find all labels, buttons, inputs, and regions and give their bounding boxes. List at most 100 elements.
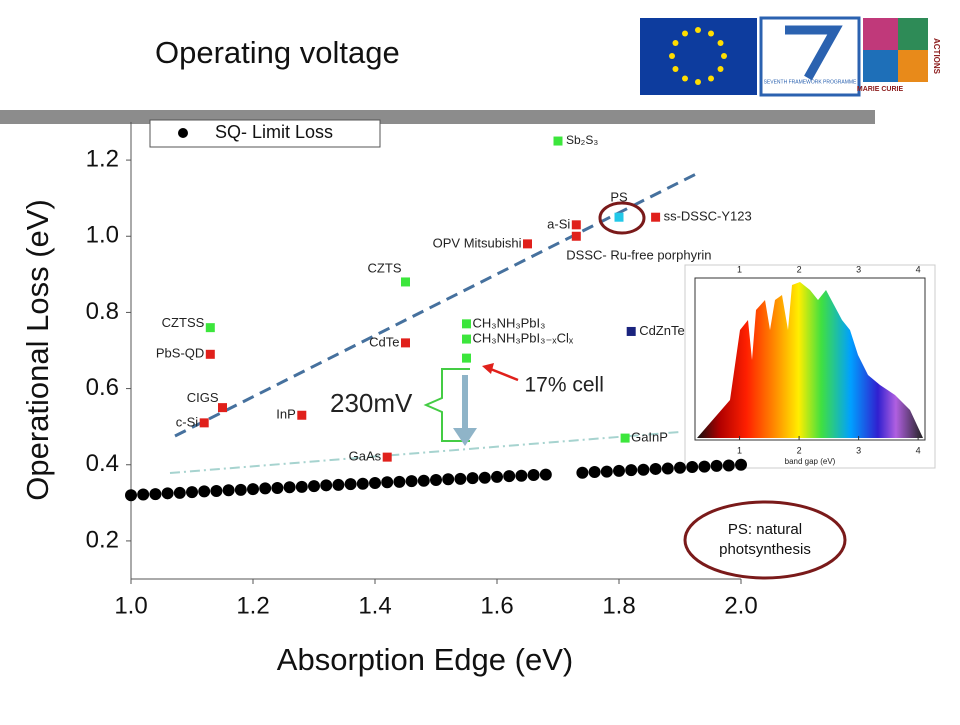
point-label: CdTe (369, 334, 399, 349)
inset-x-label: band gap (eV) (785, 457, 836, 466)
sq-point (173, 486, 186, 499)
sq-point (674, 461, 686, 474)
point (401, 277, 410, 287)
sq-point (393, 475, 406, 488)
point-label: ss-DSSC-Y123 (664, 209, 752, 224)
sq-point (417, 474, 430, 487)
point (297, 410, 307, 420)
sq-point (308, 480, 320, 493)
sq-point (344, 478, 357, 491)
sq-point (576, 466, 589, 479)
eu-star (672, 66, 679, 72)
gap-label: 230mV (330, 388, 413, 418)
point-label: GaAs (349, 449, 382, 464)
point (205, 349, 215, 359)
point (205, 323, 215, 333)
point-label: CdZnTe (639, 323, 685, 338)
eu-star (717, 40, 724, 46)
sq-point (430, 473, 442, 486)
point (462, 353, 471, 363)
inset-tick-label: 2 (797, 445, 802, 455)
point-label: PbS-QD (156, 346, 204, 361)
point-label: OPV Mitsubishi (433, 235, 522, 250)
inset-tick-label: 4 (916, 264, 921, 274)
fp7-text: SEVENTH FRAMEWORK PROGRAMME (764, 79, 857, 85)
sq-point (222, 484, 235, 497)
eu-stars (669, 27, 727, 85)
point (571, 220, 581, 230)
point (553, 136, 563, 146)
sq-point (710, 459, 723, 472)
sq-point (125, 489, 137, 502)
header-bar (0, 110, 875, 124)
point (571, 231, 581, 241)
sq-point (295, 480, 308, 493)
inset-tick-label: 3 (856, 445, 861, 455)
eu-star (717, 66, 724, 72)
mc-tile (863, 50, 898, 82)
inset (684, 264, 936, 469)
point (620, 433, 630, 443)
mc-tile (898, 50, 928, 82)
sq-point (137, 488, 150, 501)
sq-point (332, 478, 345, 491)
sq-point (198, 485, 211, 498)
point (462, 334, 471, 344)
sq-point (637, 463, 650, 476)
x-tick-label: 1.0 (114, 592, 147, 619)
note-text: photsynthesis (719, 541, 811, 558)
point-label: PS (610, 190, 628, 205)
eu-star (695, 27, 701, 33)
sq-point (149, 488, 162, 501)
y-tick-label: 0.8 (86, 298, 119, 325)
sq-point (247, 483, 259, 496)
eu-star (708, 30, 714, 37)
inset-tick-label: 1 (737, 264, 742, 274)
point-label: InP (276, 407, 296, 422)
sq-point (381, 476, 394, 489)
sq-point (600, 465, 613, 478)
y-axis-label: Operational Loss (eV) (20, 199, 55, 501)
mc-tile (863, 18, 898, 50)
point (401, 338, 410, 348)
point-label: DSSC- Ru-free porphyrin (566, 248, 711, 263)
eu-star (672, 40, 679, 46)
y-tick-label: 1.0 (86, 222, 119, 249)
sq-point (588, 465, 601, 478)
point (626, 326, 636, 336)
point (614, 212, 624, 222)
sq-point (503, 470, 516, 483)
point (523, 239, 532, 249)
x-axis-label: Absorption Edge (eV) (277, 642, 573, 677)
mc-tile (898, 18, 928, 50)
y-tick-label: 1.2 (86, 145, 119, 172)
point-label: CH₃NH₃PbI₃ (473, 315, 546, 330)
x-tick-label: 1.6 (480, 592, 513, 619)
sq-point (613, 464, 625, 477)
sq-point (210, 485, 223, 498)
point (462, 319, 471, 329)
sq-point (698, 460, 711, 473)
sq-point (539, 468, 552, 481)
point-label: a-Si (547, 216, 570, 231)
point-label: CZTS (368, 260, 402, 275)
point-label: CZTSS (162, 315, 205, 330)
point-label: 17% cell (525, 374, 604, 397)
sq-point (515, 469, 528, 482)
inset-tick-label: 1 (737, 445, 742, 455)
eu-star (708, 75, 714, 82)
mc-text: MARIE CURIE (857, 86, 904, 93)
sq-point (735, 458, 747, 471)
legend-label: SQ- Limit Loss (215, 122, 333, 142)
cell-arrowhead (482, 363, 494, 374)
y-tick-label: 0.6 (86, 374, 119, 401)
eu-star (682, 75, 688, 82)
inset-tick-label: 3 (856, 264, 861, 274)
sq-point (466, 472, 479, 485)
point-label: c-Si (176, 414, 199, 429)
sq-point (369, 477, 381, 490)
slide-title: Operating voltage (155, 35, 400, 70)
x-tick-label: 1.8 (602, 592, 635, 619)
sq-point (320, 479, 333, 492)
